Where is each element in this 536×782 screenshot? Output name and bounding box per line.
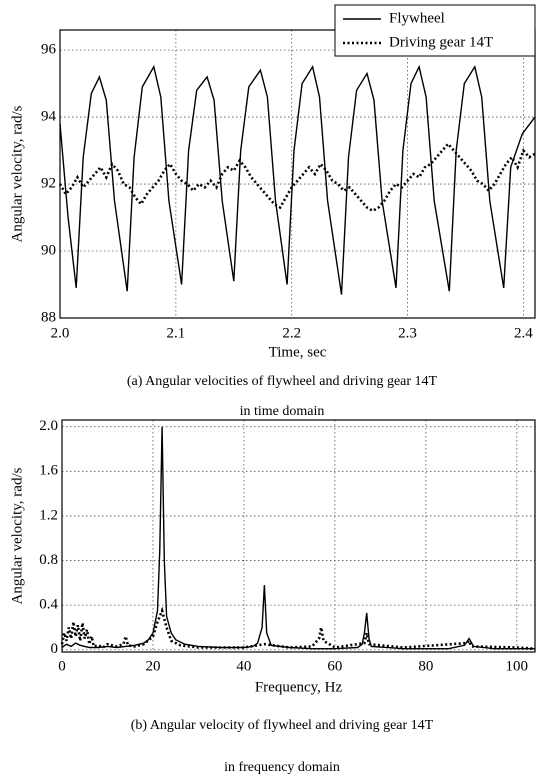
x-axis-label: Frequency, Hz xyxy=(255,679,343,695)
x-tick-label: 2.1 xyxy=(166,325,185,341)
y-tick-label: 0.8 xyxy=(39,552,58,568)
legend-box xyxy=(334,4,536,57)
x-tick-label: 80 xyxy=(418,658,433,674)
y-axis-label: Angular velocity, rad/s xyxy=(9,105,25,242)
y-tick-label: 2.0 xyxy=(39,418,58,434)
y-tick-label: 88 xyxy=(41,309,56,325)
y-tick-label: 0.4 xyxy=(39,597,58,613)
y-tick-label: 96 xyxy=(41,42,57,58)
plot-frame xyxy=(61,419,536,653)
y-tick-label: 90 xyxy=(41,242,56,258)
caption: in frequency domain xyxy=(224,760,340,775)
x-tick-label: 2.0 xyxy=(51,325,70,341)
data-line xyxy=(59,64,536,295)
data-line xyxy=(60,606,536,650)
legend-label: Flywheel xyxy=(389,10,445,26)
data-line xyxy=(58,141,536,213)
x-tick-label: 20 xyxy=(145,658,160,674)
caption: (a) Angular velocities of flywheel and d… xyxy=(127,374,438,389)
plot-frame xyxy=(59,29,536,319)
y-axis-label: Angular velocity, rad/s xyxy=(9,467,25,604)
caption: in time domain xyxy=(240,404,325,419)
y-tick-label: 1.2 xyxy=(39,507,58,523)
x-axis-label: Time, sec xyxy=(269,344,327,360)
legend-label: Driving gear 14T xyxy=(389,34,493,50)
x-tick-label: 0 xyxy=(58,658,66,674)
data-line xyxy=(61,426,535,650)
y-tick-label: 1.6 xyxy=(39,463,58,479)
x-tick-label: 2.2 xyxy=(282,325,301,341)
x-tick-label: 2.3 xyxy=(398,325,417,341)
caption: (b) Angular velocity of flywheel and dri… xyxy=(131,718,434,733)
y-tick-label: 92 xyxy=(41,175,56,191)
x-tick-label: 60 xyxy=(327,658,342,674)
x-tick-label: 100 xyxy=(506,658,529,674)
x-tick-label: 40 xyxy=(236,658,251,674)
y-tick-label: 94 xyxy=(41,109,57,125)
y-tick-label: 0 xyxy=(51,641,59,657)
x-tick-label: 2.4 xyxy=(514,325,533,341)
